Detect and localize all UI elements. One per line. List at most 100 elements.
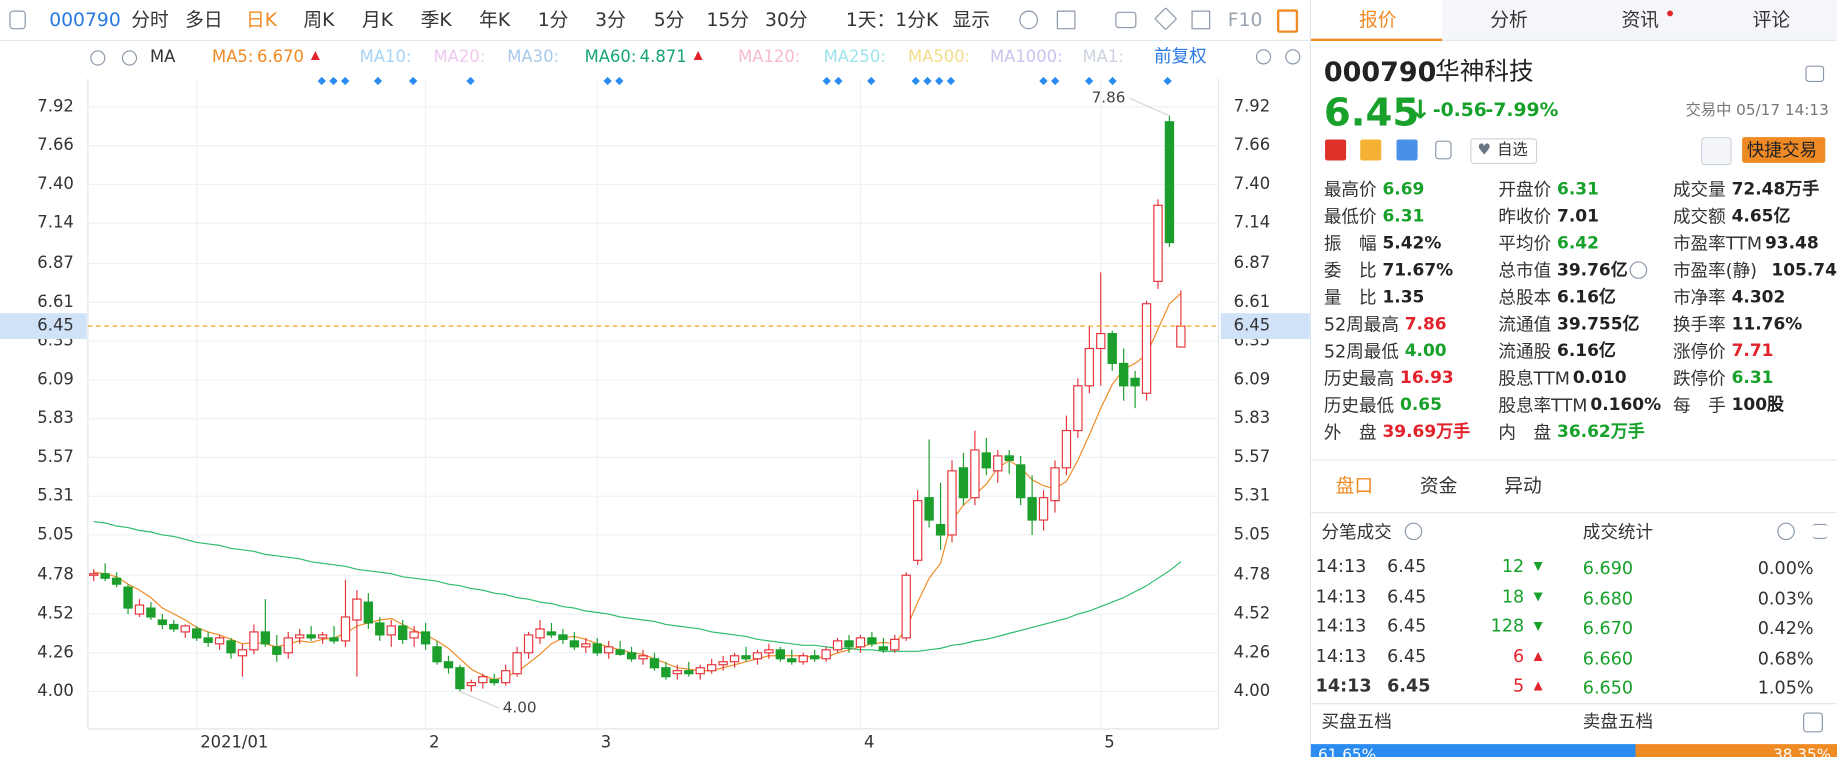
alert-button[interactable] bbox=[1701, 137, 1732, 166]
period-tab[interactable]: 分时 bbox=[131, 8, 169, 31]
box-icon[interactable] bbox=[1056, 10, 1076, 30]
zoom-out[interactable] bbox=[1255, 49, 1272, 65]
candle-body bbox=[226, 640, 236, 654]
f10[interactable]: F10 bbox=[1227, 8, 1263, 31]
period-tab[interactable]: 5分 bbox=[653, 8, 685, 31]
tab[interactable]: 资讯 bbox=[1621, 8, 1659, 31]
trend-arrow: ▲ bbox=[310, 49, 320, 63]
tick-arrow: ▼ bbox=[1533, 619, 1543, 633]
price-label-bg bbox=[1220, 313, 1310, 340]
y-tick-label: 6.09 bbox=[1234, 369, 1270, 388]
candle-body bbox=[603, 646, 614, 654]
sub-tab[interactable]: 资金 bbox=[1419, 474, 1458, 497]
sub-tab[interactable]: 异动 bbox=[1504, 474, 1542, 497]
tab[interactable]: 分析 bbox=[1490, 8, 1528, 31]
panel-icon[interactable] bbox=[1277, 9, 1299, 33]
candle-body bbox=[947, 470, 957, 536]
period-tab[interactable]: 30分 bbox=[765, 8, 808, 31]
tag-icon[interactable] bbox=[1396, 139, 1418, 161]
more-icon[interactable] bbox=[1629, 261, 1648, 279]
list-icon[interactable] bbox=[1812, 523, 1828, 540]
close-icon[interactable] bbox=[121, 50, 138, 66]
stat-value: 71.67% bbox=[1382, 261, 1454, 281]
ask-title: 卖盘五档 bbox=[1582, 711, 1654, 733]
candle-body bbox=[844, 640, 854, 648]
candle-body bbox=[867, 637, 877, 645]
stat-label: 跌停价 bbox=[1672, 367, 1726, 390]
flag-icon[interactable] bbox=[1325, 139, 1347, 161]
stat-label: 市盈率TTM bbox=[1672, 233, 1763, 255]
candle-body bbox=[706, 664, 717, 672]
tick-time: 14:13 bbox=[1315, 674, 1372, 697]
trade-button[interactable]: 快捷交易 bbox=[1742, 137, 1826, 163]
stock-code[interactable]: 000790 bbox=[49, 8, 121, 31]
candle-body bbox=[432, 646, 442, 663]
ma-label: MA10: bbox=[359, 48, 412, 67]
zoom-in[interactable] bbox=[1285, 49, 1301, 65]
y-tick-label: 5.83 bbox=[37, 408, 73, 427]
kline-chart: 4.00 4.00 4.26 4.26 4.52 4.52 4.78 4.78 5.05 5.05… bbox=[0, 76, 1310, 751]
tab[interactable]: 报价 bbox=[1359, 8, 1397, 31]
candle-body bbox=[363, 601, 374, 624]
candle-body bbox=[283, 637, 293, 654]
note-icon[interactable] bbox=[1435, 140, 1452, 160]
period-tab[interactable]: 季K bbox=[420, 8, 452, 31]
candle-body bbox=[420, 631, 431, 645]
candle-body bbox=[272, 646, 282, 655]
display-menu[interactable]: 显示 bbox=[952, 8, 990, 31]
settings-icon[interactable] bbox=[1019, 10, 1039, 30]
candle-body bbox=[1118, 362, 1129, 387]
price: 6.45 bbox=[1323, 89, 1420, 135]
event-marker bbox=[923, 76, 932, 86]
period-tab[interactable]: 周K bbox=[303, 8, 335, 31]
s-icon[interactable] bbox=[1803, 712, 1823, 733]
y-tick-label: 4.78 bbox=[37, 565, 73, 584]
ma-selector[interactable]: MA bbox=[149, 48, 176, 67]
stat-label: 历史最高 bbox=[1323, 367, 1395, 390]
period-tab[interactable]: 多日 bbox=[185, 8, 223, 31]
candle-body bbox=[569, 640, 580, 648]
interval[interactable]: 1天：1分K bbox=[845, 8, 939, 31]
event-marker bbox=[317, 76, 326, 86]
event-marker bbox=[329, 76, 338, 86]
stat-value: 7.71 bbox=[1731, 342, 1774, 361]
dist-price: 6.660 bbox=[1582, 647, 1634, 669]
candle-body bbox=[958, 467, 969, 499]
tab[interactable]: 评论 bbox=[1752, 8, 1791, 31]
candle-body bbox=[981, 452, 992, 469]
trend-arrow: ▲ bbox=[693, 49, 703, 63]
divider bbox=[1310, 459, 1837, 461]
candle-body bbox=[375, 622, 385, 636]
fullscreen-icon[interactable] bbox=[1191, 10, 1211, 30]
event-marker bbox=[1108, 76, 1117, 86]
candle-body bbox=[317, 634, 328, 639]
candle-body bbox=[661, 667, 671, 678]
sub-tab[interactable]: 盘口 bbox=[1335, 474, 1374, 497]
event-marker bbox=[867, 76, 876, 86]
candle-body bbox=[993, 455, 1003, 472]
period-tab[interactable]: 月K bbox=[362, 8, 394, 31]
period-tab[interactable]: 日K bbox=[246, 8, 278, 31]
stat-value: 6.69 bbox=[1382, 180, 1425, 200]
gear-icon[interactable] bbox=[90, 50, 106, 66]
period-tab[interactable]: 15分 bbox=[706, 8, 750, 31]
y-tick-label: 4.00 bbox=[1234, 681, 1270, 700]
stat-value: 39.755亿 bbox=[1557, 315, 1640, 334]
stat-value: 6.31 bbox=[1382, 207, 1425, 227]
period-tab[interactable]: 3分 bbox=[595, 8, 626, 31]
sidebar-icon[interactable] bbox=[9, 10, 26, 30]
adjust[interactable]: 前复权 bbox=[1153, 45, 1207, 67]
period-tab[interactable]: 1分 bbox=[537, 8, 569, 31]
period-tab[interactable]: 年K bbox=[479, 8, 511, 31]
divider bbox=[1310, 512, 1837, 514]
change-pct: -7.99% bbox=[1485, 98, 1559, 121]
margin-icon[interactable] bbox=[1360, 139, 1382, 161]
help-icon[interactable] bbox=[1404, 522, 1423, 541]
candle-body bbox=[1004, 455, 1014, 461]
detail-icon[interactable] bbox=[1805, 65, 1825, 83]
candle-body bbox=[1096, 333, 1106, 350]
watch-button[interactable]: 自选 ♥ bbox=[1470, 138, 1538, 165]
more-icon[interactable] bbox=[1777, 522, 1795, 541]
camera-icon[interactable] bbox=[1115, 11, 1137, 29]
dist-pct: 0.00% bbox=[1757, 557, 1814, 579]
